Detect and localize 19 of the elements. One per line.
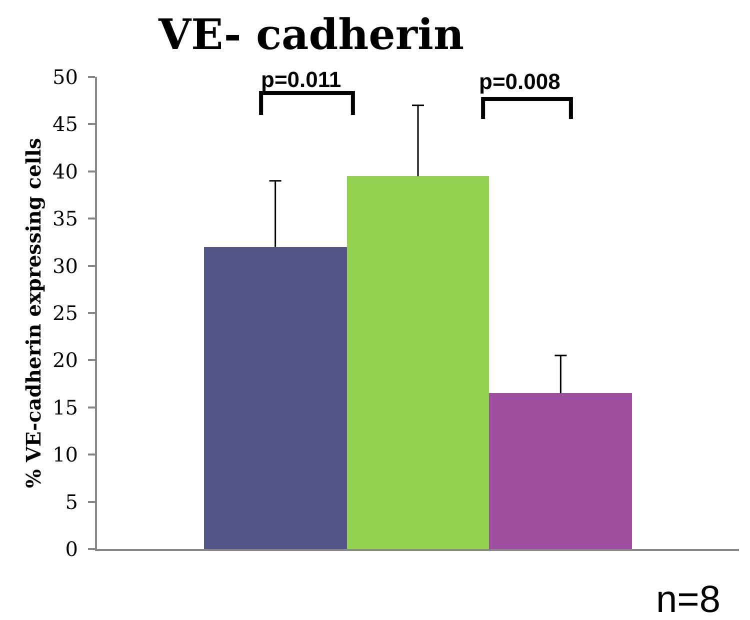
y-tick-label: 20 — [52, 348, 78, 372]
bar — [204, 247, 347, 549]
bar — [489, 393, 632, 549]
y-axis-title: % VE-cadherin expressing cells — [22, 138, 46, 488]
bar — [347, 176, 489, 549]
chart-title: VE- cadherin — [158, 10, 464, 59]
y-tick-label: 50 — [52, 65, 78, 89]
y-tick-label: 35 — [52, 206, 78, 231]
y-tick-label: 25 — [52, 301, 78, 325]
y-tick-label: 40 — [52, 159, 78, 184]
annotation: p=0.008 — [479, 69, 560, 94]
annotation: p=0.011 — [261, 67, 342, 92]
text: n=8 — [656, 579, 720, 620]
y-tick-label: 45 — [52, 112, 78, 136]
y-tick-label: 5 — [65, 490, 78, 514]
y-tick-label: 10 — [52, 442, 78, 467]
y-tick-label: 0 — [65, 537, 78, 561]
y-tick-label: 30 — [52, 254, 78, 278]
y-tick-label: 15 — [52, 395, 78, 420]
